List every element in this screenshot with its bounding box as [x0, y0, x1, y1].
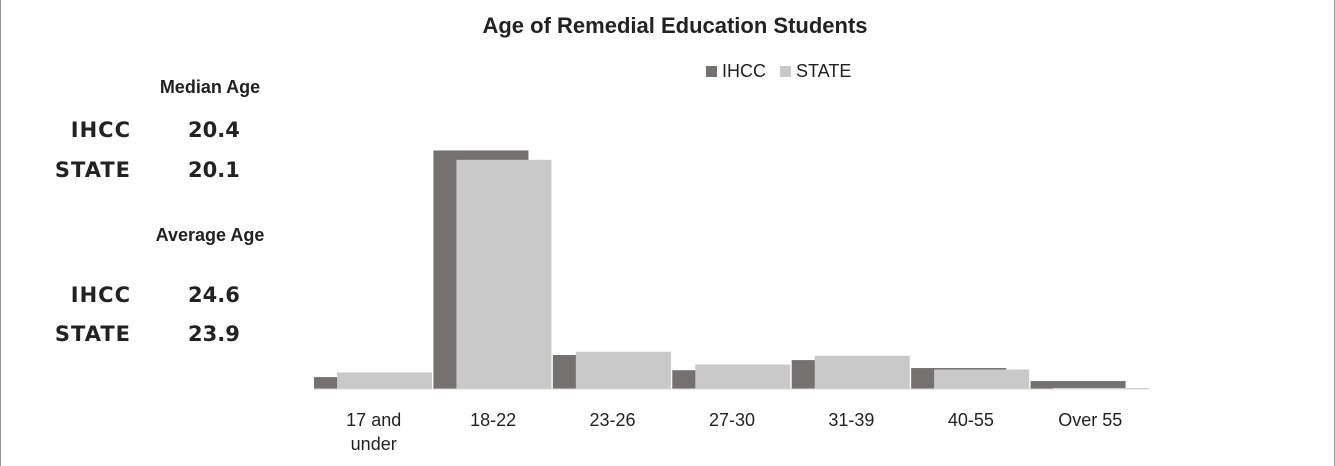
bar [814, 355, 910, 389]
stat-value: 24.6 [188, 283, 240, 307]
legend-swatch [780, 66, 791, 77]
stat-label: STATE [55, 322, 131, 346]
stat-value: 20.1 [188, 158, 240, 182]
legend-swatch [706, 66, 717, 77]
bar [575, 351, 671, 389]
stat-heading: Median Age [160, 77, 260, 97]
bar [934, 369, 1030, 389]
bar [337, 372, 432, 389]
x-tick-label: 27-30 [708, 410, 756, 430]
x-tick-label: 17 and under [346, 410, 402, 454]
chart-title: Age of Remedial Education Students [482, 13, 867, 38]
bar [456, 159, 552, 389]
stat-heading: Average Age [156, 225, 265, 245]
bar [1030, 381, 1126, 389]
x-tick-label: Over 55 [1058, 410, 1123, 430]
x-tick-label: 31-39 [828, 410, 875, 430]
stat-label: IHCC [71, 118, 131, 142]
stat-value: 23.9 [188, 322, 240, 346]
x-tick-label: 18-22 [470, 410, 517, 430]
stat-value: 20.4 [188, 118, 240, 142]
x-tick-label: 40-55 [947, 410, 994, 430]
bar [1053, 387, 1149, 389]
stat-label: IHCC [71, 283, 131, 307]
legend-label: IHCC [722, 61, 766, 81]
bar [695, 364, 791, 389]
legend-label: STATE [796, 61, 851, 81]
stat-label: STATE [55, 158, 131, 182]
x-tick-label: 23-26 [589, 410, 636, 430]
